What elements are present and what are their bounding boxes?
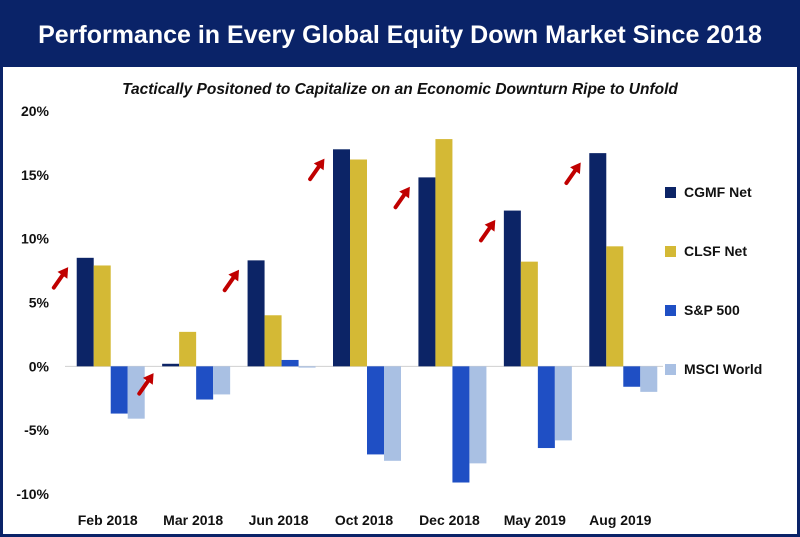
- bar-s-p-500: [367, 366, 384, 455]
- bar-chart: 20% 15% 10% 5% 0% -5% -10% Feb 2018 Mar 2018 Jun …: [16, 103, 663, 528]
- arrow-head: [228, 269, 240, 282]
- x-tick-label: Dec 2018: [419, 512, 480, 528]
- red-up-arrow-icon: [51, 267, 69, 290]
- arrow-head: [57, 267, 69, 279]
- legend-swatch: [665, 186, 676, 198]
- y-tick-label: -5%: [24, 422, 49, 438]
- y-tick-label: 20%: [21, 103, 50, 119]
- bar-s-p-500: [452, 366, 470, 483]
- bar-cgmf-net: [247, 260, 265, 367]
- bar-cgmf-net: [76, 257, 94, 367]
- chart-legend: CGMF Net CLSF Net S&P 500 MSCI World: [665, 181, 797, 417]
- bar-clsf-net: [93, 265, 111, 367]
- red-up-arrow-icon: [137, 373, 154, 396]
- bar-cgmf-net: [503, 210, 521, 367]
- legend-swatch: [665, 304, 676, 316]
- bar-s-p-500: [110, 366, 128, 414]
- arrow-shaft: [564, 166, 579, 185]
- bar-msci-world: [469, 366, 487, 464]
- arrow-head: [313, 158, 325, 171]
- bar-msci-world: [127, 366, 145, 419]
- bar-clsf-net: [264, 315, 282, 367]
- x-tick-label: Jun 2018: [249, 512, 309, 528]
- bar-msci-world: [384, 366, 401, 461]
- y-tick-label: 15%: [21, 167, 50, 183]
- y-tick-label: 10%: [21, 231, 50, 247]
- y-tick-label: 0%: [29, 358, 50, 374]
- bar-msci-world: [298, 366, 316, 368]
- bar-s-p-500: [623, 366, 641, 387]
- bar-s-p-500: [281, 359, 299, 367]
- arrow-head: [399, 186, 410, 199]
- x-tick-label: Feb 2018: [78, 512, 138, 528]
- bar-cgmf-net: [589, 153, 607, 367]
- legend-label: CLSF Net: [684, 243, 747, 259]
- bar-clsf-net: [435, 139, 453, 367]
- x-tick-label: Mar 2018: [163, 512, 223, 528]
- bar-msci-world: [640, 366, 658, 392]
- bar-clsf-net: [606, 246, 624, 367]
- legend-swatch: [665, 245, 676, 257]
- legend-item: CGMF Net: [665, 181, 797, 203]
- red-up-arrow-icon: [478, 219, 496, 243]
- bar-s-p-500: [537, 366, 555, 449]
- red-up-arrow-icon: [222, 269, 240, 293]
- arrow-head: [142, 373, 154, 385]
- legend-item: S&P 500: [665, 299, 797, 321]
- red-up-arrow-icon: [393, 186, 410, 210]
- bar-clsf-net: [350, 159, 367, 367]
- red-up-arrow-icon: [308, 158, 325, 182]
- legend-label: MSCI World: [684, 361, 763, 377]
- x-tick-label: May 2019: [504, 512, 566, 528]
- bar-msci-world: [213, 366, 231, 395]
- legend-item: CLSF Net: [665, 240, 797, 262]
- bar-clsf-net: [179, 331, 197, 367]
- x-tick-label: Aug 2019: [589, 512, 651, 528]
- legend-item: MSCI World: [665, 358, 797, 380]
- bar-msci-world: [554, 366, 572, 441]
- bar-clsf-net: [520, 261, 538, 367]
- bar-cgmf-net: [162, 363, 180, 367]
- arrow-head: [570, 162, 581, 175]
- arrow-head: [484, 219, 496, 232]
- chart-title: Performance in Every Global Equity Down …: [3, 3, 797, 67]
- bar-cgmf-net: [333, 149, 350, 367]
- bar-cgmf-net: [418, 177, 436, 367]
- bar-s-p-500: [196, 366, 214, 400]
- y-tick-label: 5%: [29, 295, 50, 311]
- legend-label: S&P 500: [684, 302, 740, 318]
- legend-label: CGMF Net: [684, 184, 752, 200]
- chart-subtitle: Tactically Positoned to Capitalize on an…: [122, 81, 678, 98]
- legend-swatch: [665, 363, 676, 375]
- red-up-arrow-icon: [564, 162, 581, 185]
- y-tick-label: -10%: [16, 486, 49, 502]
- x-tick-label: Oct 2018: [335, 512, 394, 528]
